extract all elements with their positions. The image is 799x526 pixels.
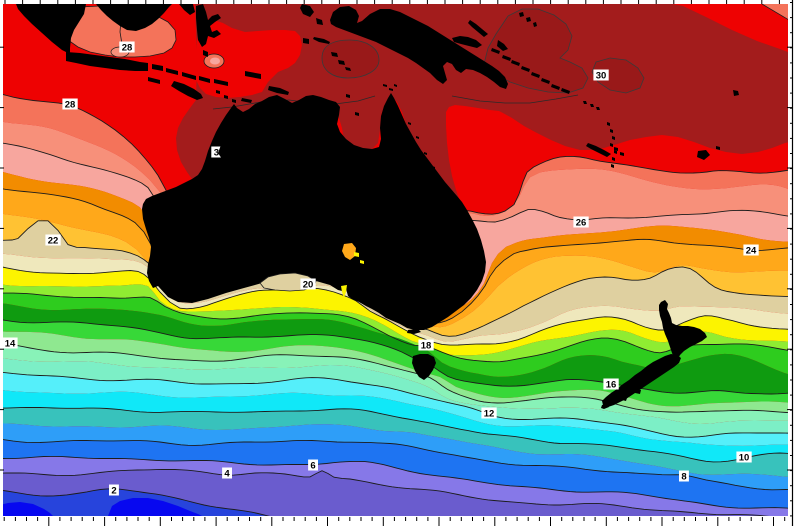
svg-text:6: 6 <box>310 460 315 471</box>
svg-text:14: 14 <box>5 338 16 349</box>
svg-text:4: 4 <box>224 468 230 479</box>
svg-text:12: 12 <box>484 408 495 419</box>
svg-text:24: 24 <box>746 245 757 256</box>
svg-text:26: 26 <box>576 217 587 228</box>
svg-text:2: 2 <box>111 485 116 496</box>
svg-text:18: 18 <box>421 340 432 351</box>
svg-text:30: 30 <box>596 70 607 81</box>
svg-text:28: 28 <box>65 99 76 110</box>
svg-text:16: 16 <box>606 379 617 390</box>
svg-text:22: 22 <box>48 235 59 246</box>
svg-text:20: 20 <box>303 279 314 290</box>
svg-text:8: 8 <box>681 471 686 482</box>
svg-text:10: 10 <box>739 452 750 463</box>
svg-text:28: 28 <box>122 42 133 53</box>
